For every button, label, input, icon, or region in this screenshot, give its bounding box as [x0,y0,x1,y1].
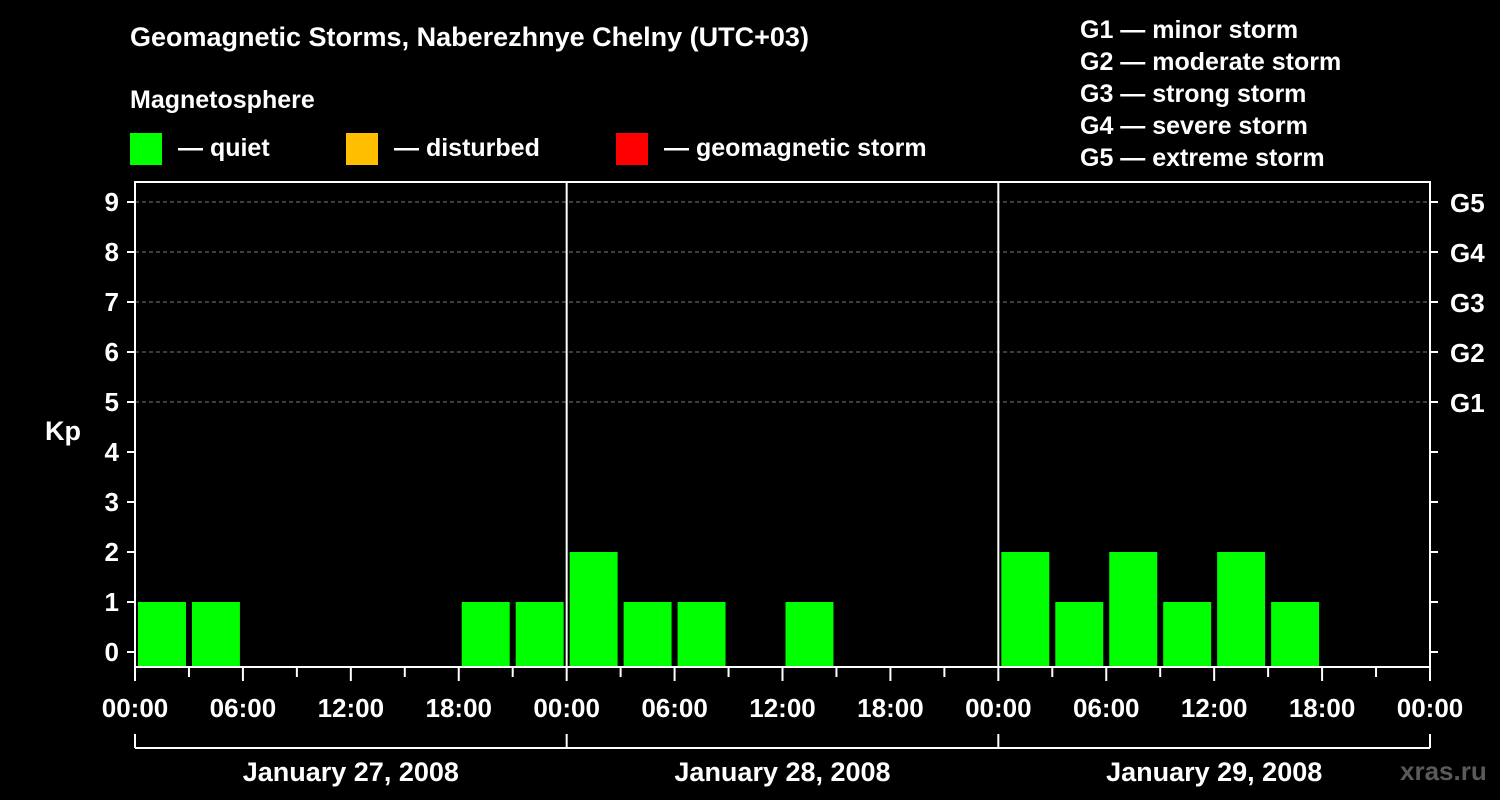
legend-label-quiet: — quiet [178,134,270,162]
kp-bar [138,602,186,667]
y-tick-label: 0 [105,637,119,667]
kp-bar [1001,552,1050,667]
chart-subtitle: Magnetosphere [130,86,315,114]
kp-bar [461,602,510,667]
y-axis-label: Kp [45,416,81,446]
y-tick-label: 1 [105,587,119,617]
x-tick-label: 12:00 [749,693,816,723]
y-tick-label: 8 [105,237,119,267]
legend-swatch-quiet [130,133,162,165]
kp-bar [191,602,240,667]
watermark: xras.ru [1400,756,1487,786]
x-tick-label: 06:00 [210,693,277,723]
x-tick-label: 18:00 [857,693,924,723]
y-tick-label: 2 [105,537,119,567]
y-tick-label: 6 [105,337,119,367]
x-tick-label: 12:00 [318,693,385,723]
kp-bar [1271,602,1320,667]
x-tick-label: 00:00 [102,693,169,723]
x-tick-label: 12:00 [1181,693,1248,723]
x-tick-label: 00:00 [965,693,1032,723]
kp-bar [1055,602,1104,667]
g-level-label: G5 [1450,188,1485,218]
legend-label-storm: — geomagnetic storm [664,134,927,162]
day-label: January 27, 2008 [243,757,459,787]
y-tick-label: 3 [105,487,119,517]
kp-bar [623,602,672,667]
kp-bar [1217,552,1266,667]
storm-scale-g4: G4 — severe storm [1080,112,1308,140]
x-tick-label: 00:00 [1397,693,1464,723]
storm-scale-g5: G5 — extreme storm [1080,144,1325,172]
storm-scale-g2: G2 — moderate storm [1080,48,1342,76]
storm-scale-g3: G3 — strong storm [1080,80,1307,108]
storm-scale-g1: G1 — minor storm [1080,16,1299,44]
kp-bar [1163,602,1212,667]
legend-swatch-disturbed [346,133,378,165]
legend-label-disturbed: — disturbed [394,134,540,162]
x-tick-label: 18:00 [1289,693,1356,723]
g-level-label: G2 [1450,338,1485,368]
kp-bar [785,602,834,667]
day-label: January 28, 2008 [674,757,890,787]
x-tick-label: 18:00 [426,693,493,723]
legend-swatch-storm [616,133,648,165]
kp-bar [677,602,726,667]
chart-title: Geomagnetic Storms, Naberezhnye Chelny (… [130,22,809,52]
g-level-label: G4 [1450,238,1485,268]
g-level-label: G1 [1450,388,1485,418]
y-tick-label: 9 [105,187,119,217]
kp-bar [515,602,564,667]
g-level-label: G3 [1450,288,1485,318]
y-tick-label: 7 [105,287,119,317]
y-tick-label: 5 [105,387,119,417]
x-tick-label: 06:00 [1073,693,1140,723]
day-label: January 29, 2008 [1106,757,1322,787]
kp-bar [569,552,618,667]
x-tick-label: 00:00 [533,693,600,723]
kp-bar [1109,552,1158,667]
storm-scale-legend: G1 — minor storm G2 — moderate storm G3 … [1080,14,1341,174]
x-tick-label: 06:00 [641,693,708,723]
y-tick-label: 4 [105,437,120,467]
